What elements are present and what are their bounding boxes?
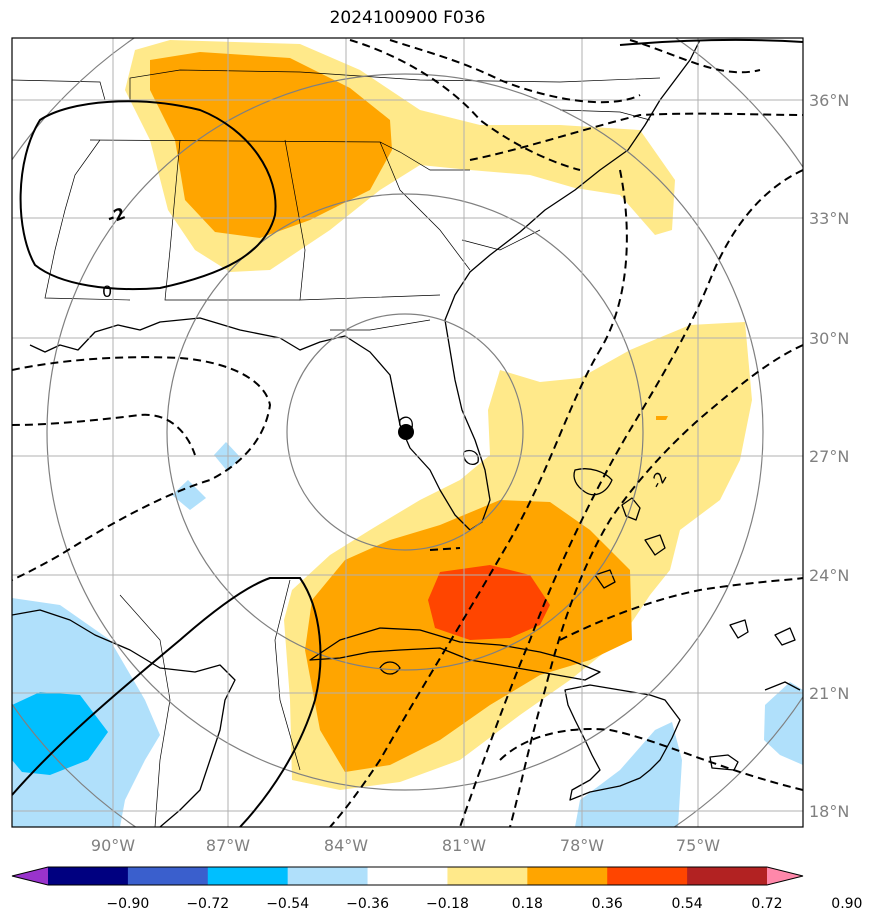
political-boundaries bbox=[12, 69, 661, 827]
lat-tick-30n: 30°N bbox=[809, 329, 849, 348]
lat-tick-18n: 18°N bbox=[809, 802, 849, 821]
colorbar-segment bbox=[607, 867, 688, 885]
colorbar: −0.90 −0.72 −0.54 −0.36 −0.18 0.18 0.36 0.54 0.7… bbox=[11, 866, 862, 912]
colorbar-segment bbox=[367, 867, 448, 885]
lon-tick-87w: 87°W bbox=[206, 836, 250, 855]
colorbar-segment bbox=[447, 867, 528, 885]
colorbar-tick-label: −0.72 bbox=[186, 896, 229, 912]
shade-small-orange bbox=[656, 416, 668, 420]
lon-tick-labels: 90°W 87°W 84°W 81°W 78°W 75°W bbox=[91, 836, 720, 855]
shade-negative-southwest-core bbox=[12, 692, 108, 775]
lat-tick-33n: 33°N bbox=[809, 209, 849, 228]
map-frame bbox=[11, 37, 804, 828]
contour-label-zero: 0 bbox=[102, 282, 112, 301]
shade-negative-southeast bbox=[575, 722, 682, 827]
dashed-contours bbox=[12, 39, 803, 827]
graticule bbox=[12, 38, 803, 827]
colorbar-segment bbox=[287, 867, 369, 885]
lat-tick-labels: 36°N 33°N 30°N 27°N 24°N 21°N 18°N bbox=[809, 91, 849, 821]
lon-tick-90w: 90°W bbox=[91, 836, 135, 855]
colorbar-segment bbox=[687, 867, 768, 885]
lon-tick-81w: 81°W bbox=[442, 836, 486, 855]
shade-negative-gulf-2 bbox=[172, 480, 206, 510]
lon-tick-75w: 75°W bbox=[676, 836, 720, 855]
shade-negative-gulf-1 bbox=[214, 442, 240, 472]
colorbar-tick-label: 0.54 bbox=[672, 896, 703, 912]
colorbar-extend-high bbox=[767, 867, 803, 885]
colorbar-tick-label: −0.18 bbox=[426, 896, 469, 912]
colorbar-tick-label: −0.36 bbox=[346, 896, 389, 912]
colorbar-tick-label: −0.90 bbox=[106, 896, 149, 912]
lat-tick-27n: 27°N bbox=[809, 447, 849, 466]
colorbar-tick-label: 0.90 bbox=[831, 896, 862, 912]
colorbar-segment bbox=[207, 867, 289, 885]
map-title: 2024100900 F036 bbox=[329, 8, 486, 28]
solid-contours bbox=[12, 38, 803, 827]
colorbar-tick-label: 0.18 bbox=[512, 896, 543, 912]
shade-positive-north-core bbox=[150, 52, 392, 238]
lon-tick-78w: 78°W bbox=[560, 836, 604, 855]
point-marker bbox=[398, 424, 414, 440]
colorbar-segment bbox=[527, 867, 608, 885]
lon-tick-84w: 84°W bbox=[324, 836, 368, 855]
colorbar-extend-low bbox=[12, 867, 48, 885]
shade-positive-south-max bbox=[428, 565, 550, 640]
colorbar-tick-label: 0.72 bbox=[751, 896, 782, 912]
colorbar-tick-label: 0.36 bbox=[592, 896, 623, 912]
colorbar-segment bbox=[127, 867, 209, 885]
colorbar-tick-label: −0.54 bbox=[266, 896, 309, 912]
contour-label-minus2: -2 bbox=[105, 204, 128, 228]
colorbar-outline bbox=[11, 866, 804, 886]
colorbar-segment bbox=[48, 867, 129, 885]
coastlines bbox=[12, 39, 801, 827]
lat-tick-24n: 24°N bbox=[809, 566, 849, 585]
lat-tick-21n: 21°N bbox=[809, 684, 849, 703]
lat-tick-36n: 36°N bbox=[809, 91, 849, 110]
